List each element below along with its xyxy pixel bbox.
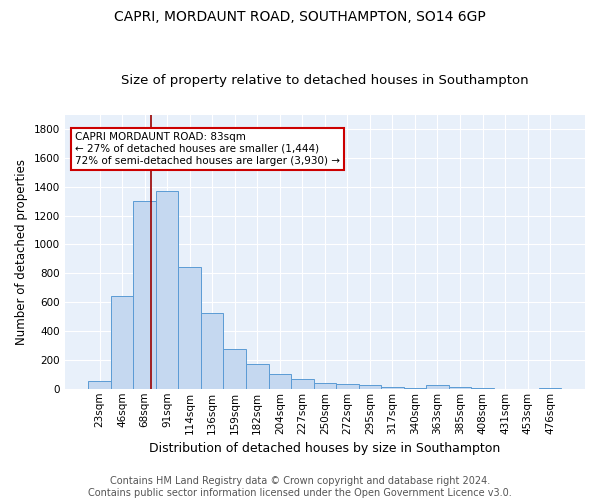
Y-axis label: Number of detached properties: Number of detached properties [15, 158, 28, 344]
Bar [314, 384, 336, 389]
Bar [426, 385, 449, 389]
Bar [201, 313, 223, 389]
Bar [291, 380, 314, 389]
Bar [381, 386, 404, 389]
X-axis label: Distribution of detached houses by size in Southampton: Distribution of detached houses by size … [149, 442, 500, 455]
Text: Contains HM Land Registry data © Crown copyright and database right 2024.
Contai: Contains HM Land Registry data © Crown c… [88, 476, 512, 498]
Bar [111, 296, 133, 389]
Bar [269, 374, 291, 389]
Bar [156, 191, 178, 389]
Text: CAPRI MORDAUNT ROAD: 83sqm
← 27% of detached houses are smaller (1,444)
72% of s: CAPRI MORDAUNT ROAD: 83sqm ← 27% of deta… [75, 132, 340, 166]
Bar [88, 381, 111, 389]
Bar [178, 267, 201, 389]
Bar [336, 384, 359, 389]
Bar [223, 349, 246, 389]
Text: CAPRI, MORDAUNT ROAD, SOUTHAMPTON, SO14 6GP: CAPRI, MORDAUNT ROAD, SOUTHAMPTON, SO14 … [114, 10, 486, 24]
Title: Size of property relative to detached houses in Southampton: Size of property relative to detached ho… [121, 74, 529, 87]
Bar [449, 386, 471, 389]
Bar [246, 364, 269, 389]
Bar [359, 385, 381, 389]
Bar [404, 388, 426, 389]
Bar [133, 201, 156, 389]
